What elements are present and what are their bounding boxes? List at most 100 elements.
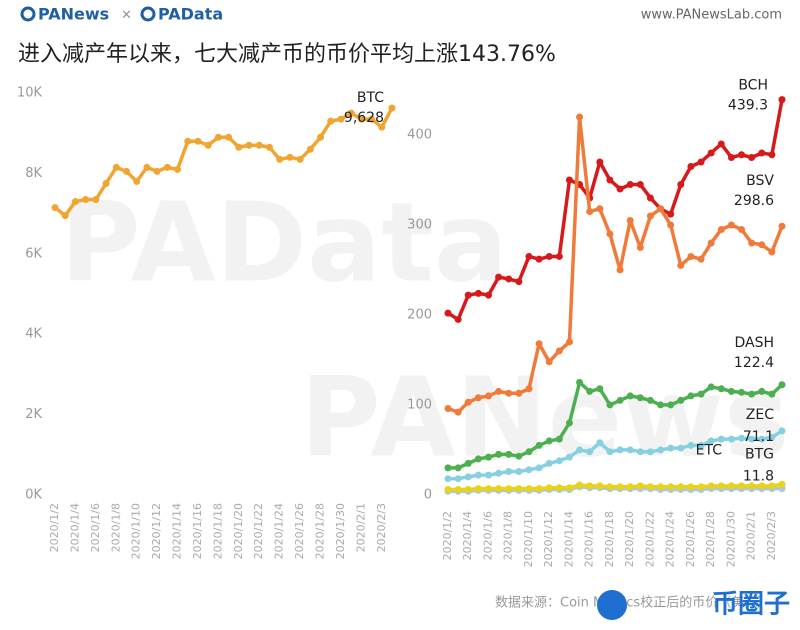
- y-tick-label: 10K: [17, 86, 43, 101]
- x-tick-label: 2020/1/30: [724, 511, 737, 567]
- point: [778, 96, 786, 104]
- point: [778, 381, 786, 389]
- point: [717, 140, 725, 148]
- logo-icon: [140, 6, 156, 22]
- series-line: [447, 99, 784, 322]
- point: [378, 123, 386, 131]
- point: [474, 485, 482, 493]
- point: [667, 483, 675, 491]
- point: [454, 464, 462, 472]
- point: [657, 483, 665, 491]
- point: [51, 204, 59, 212]
- point: [565, 453, 573, 461]
- point: [495, 450, 503, 458]
- point: [748, 390, 756, 398]
- point: [337, 115, 345, 123]
- x-tick-label: 2020/1/18: [603, 511, 616, 567]
- series-label: BCH: [738, 78, 768, 94]
- point: [697, 390, 705, 398]
- point: [677, 261, 685, 269]
- point: [444, 464, 452, 472]
- point: [464, 459, 472, 467]
- point: [596, 158, 604, 166]
- point: [626, 180, 634, 188]
- x-tick-label: 2020/1/28: [314, 503, 327, 559]
- x-tick-label: 2020/1/8: [502, 511, 515, 560]
- point: [495, 273, 503, 281]
- x-tick-label: 2020/1/6: [481, 511, 494, 560]
- point: [778, 222, 786, 230]
- watermark: PAData: [60, 178, 508, 306]
- x-tick-label: 2020/2/3: [765, 511, 778, 560]
- point: [102, 179, 110, 187]
- point: [697, 441, 705, 449]
- point: [555, 435, 563, 443]
- point: [565, 419, 573, 427]
- series-label: ETC: [696, 443, 723, 459]
- point: [61, 212, 69, 220]
- point: [586, 448, 594, 456]
- point: [484, 471, 492, 479]
- point: [368, 115, 376, 123]
- point: [707, 482, 715, 490]
- x-tick-label: 2020/1/10: [130, 503, 143, 559]
- point: [505, 389, 513, 397]
- point: [545, 252, 553, 260]
- point: [636, 243, 644, 251]
- x-tick-label: 2020/1/12: [542, 511, 555, 567]
- x-tick-label: 2020/1/24: [664, 511, 677, 567]
- x-tick-label: 2020/1/24: [273, 503, 286, 559]
- x-tick-label: 2020/1/14: [171, 503, 184, 559]
- point: [758, 149, 766, 157]
- point: [565, 338, 573, 346]
- x-tick-label: 2020/1/16: [191, 503, 204, 559]
- point: [255, 141, 263, 149]
- series-line: [53, 107, 394, 218]
- point: [505, 485, 513, 493]
- point: [515, 278, 523, 286]
- x-tick-label: 2020/1/2: [441, 511, 454, 560]
- point: [484, 392, 492, 400]
- logo-icon: [20, 6, 36, 22]
- badge: 币圈子: [712, 590, 790, 620]
- point: [768, 151, 776, 159]
- point: [357, 115, 365, 123]
- point: [687, 392, 695, 400]
- point: [474, 289, 482, 297]
- point: [235, 143, 243, 151]
- point: [474, 394, 482, 402]
- point: [748, 239, 756, 247]
- point: [214, 133, 222, 141]
- watermark: PANews: [300, 353, 789, 481]
- point: [687, 441, 695, 449]
- point: [738, 482, 746, 490]
- point: [616, 185, 624, 193]
- point: [515, 468, 523, 476]
- point: [636, 180, 644, 188]
- y-tick-label: 300: [407, 217, 432, 232]
- value-label: 11.8: [743, 468, 774, 484]
- point: [768, 482, 776, 490]
- point: [525, 485, 533, 493]
- brand: PAData: [158, 5, 223, 24]
- point: [265, 143, 273, 151]
- point: [505, 275, 513, 283]
- y-tick-label: 200: [407, 307, 432, 322]
- point: [505, 450, 513, 458]
- point: [525, 252, 533, 260]
- point: [555, 252, 563, 260]
- point: [495, 469, 503, 477]
- point: [606, 448, 614, 456]
- point: [596, 439, 604, 447]
- point: [484, 453, 492, 461]
- point: [636, 482, 644, 490]
- series-line: [448, 380, 784, 470]
- x-tick-label: 2020/2/1: [354, 503, 367, 552]
- point: [677, 483, 685, 491]
- y-tick-label: 100: [407, 397, 432, 412]
- point: [707, 239, 715, 247]
- x-tick-label: 2020/1/10: [522, 511, 535, 567]
- point: [317, 133, 325, 141]
